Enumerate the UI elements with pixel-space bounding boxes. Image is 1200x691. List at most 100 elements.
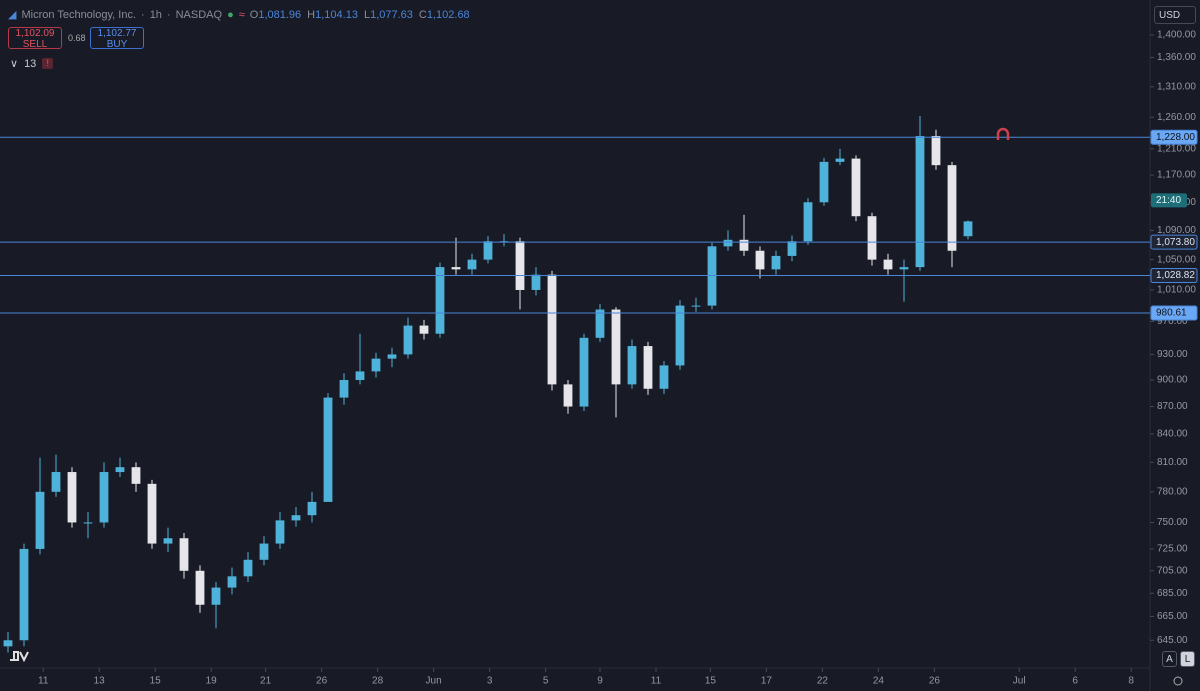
price-label: 1,228.00 (1156, 132, 1195, 143)
candle-body (531, 274, 541, 290)
candle-body (883, 259, 893, 270)
chevron: ∨ (10, 58, 19, 70)
y-tick-label: 685.00 (1157, 588, 1188, 599)
y-tick-label: 1,010.00 (1157, 285, 1196, 296)
x-tick-label: 11 (651, 676, 662, 687)
exchange: NASDAQ (175, 8, 223, 21)
logo (10, 651, 29, 663)
candle-body (691, 305, 701, 307)
candle-body (915, 136, 925, 268)
candle-body (771, 255, 781, 270)
candle-body (19, 548, 29, 641)
candle-body (595, 309, 605, 338)
candle-body (403, 325, 413, 355)
candle-body (563, 384, 573, 407)
candle-body (963, 221, 973, 237)
settings-icon[interactable] (1173, 676, 1183, 686)
plot-area (0, 0, 1150, 668)
x-tick-label: 26 (316, 676, 328, 687)
x-tick-label: 19 (206, 676, 218, 687)
candle-body (115, 467, 125, 473)
interval[interactable]: 1h (149, 8, 162, 21)
candle-body (275, 520, 285, 544)
sep: · (141, 8, 145, 21)
candle-body (851, 158, 861, 217)
symbol[interactable]: Micron Technology, Inc. (21, 8, 137, 21)
log-toggle[interactable]: L (1180, 651, 1195, 667)
price-label-box (1150, 268, 1198, 284)
ohlc-item: O1,081.96 (250, 9, 301, 21)
time-badge-box (1151, 193, 1187, 208)
candle-body (51, 472, 61, 492)
candle-body (355, 371, 365, 381)
x-tick-label: 22 (817, 676, 829, 687)
ohlc-key: O (249, 8, 259, 21)
x-tick-label: 6 (1072, 676, 1078, 687)
x-tick-label: 24 (873, 676, 885, 687)
candle-body (611, 309, 621, 385)
sell-price: 1,102.09 (15, 28, 55, 39)
ohlc-item: C1,102.68 (419, 9, 470, 21)
ohlc-key: H (307, 8, 316, 21)
x-tick-label: 13 (94, 676, 106, 687)
candle-body (259, 543, 269, 560)
y-tick-label: 1,260.00 (1157, 112, 1196, 123)
y-tick-label: 870.00 (1157, 401, 1188, 412)
ohlc-item: H1,104.13 (307, 9, 358, 21)
price-label: 1,073.80 (1156, 237, 1195, 248)
candle-body (867, 216, 877, 260)
x-tick-label: 8 (1128, 676, 1134, 687)
candle-body (67, 472, 77, 523)
candle-body (3, 640, 13, 647)
spread: 0.68 (68, 33, 86, 43)
y-tick-label: 930.00 (1157, 349, 1188, 360)
y-tick-label: 1,210.00 (1157, 143, 1196, 154)
y-tick-label: 645.00 (1157, 635, 1188, 646)
y-tick-label: 705.00 (1157, 565, 1188, 576)
candle-body (627, 346, 637, 385)
y-tick-label: 1,360.00 (1157, 52, 1196, 63)
x-tick-label: 11 (38, 676, 49, 687)
x-tick-label: 17 (761, 676, 773, 687)
time-badge: 21:40 (1156, 195, 1181, 206)
status-icon: ≈ (238, 8, 245, 21)
buy-label: BUY (106, 39, 128, 50)
sell-button[interactable]: 1,102.09 SELL (8, 27, 62, 50)
warning-icon: ! (42, 58, 54, 69)
y-tick-label: 840.00 (1157, 429, 1188, 440)
y-tick-label: 725.00 (1157, 544, 1188, 555)
x-tick-label: 15 (705, 676, 717, 687)
buy-price: 1,102.77 (97, 28, 137, 39)
candle-body (931, 136, 941, 166)
currency[interactable]: USD (1154, 6, 1196, 24)
candle-body (675, 305, 685, 366)
candle-body (211, 587, 221, 605)
candle-body (755, 250, 765, 270)
auto-toggle[interactable]: A (1162, 651, 1177, 667)
candle-body (195, 570, 205, 605)
y-tick-label: 970.00 (1157, 316, 1188, 327)
candle-body (899, 267, 909, 270)
candle-body (515, 241, 525, 290)
candle-body (227, 576, 237, 588)
candle-body (643, 346, 653, 389)
candle-body (371, 358, 381, 372)
magnet-icon[interactable] (996, 127, 1010, 140)
candle-body (787, 241, 797, 256)
candle-body (147, 483, 157, 544)
candle-body (947, 165, 957, 251)
x-tick-label: Jul (1013, 676, 1026, 687)
status-dot: ● (227, 8, 234, 21)
candle-body (323, 397, 333, 502)
sell-label: SELL (22, 39, 48, 50)
ohlc-value: 1,102.68 (426, 8, 470, 21)
candle-body (419, 325, 429, 334)
candle-body (835, 158, 845, 162)
candle-body (451, 267, 461, 270)
buy-button[interactable]: 1,102.77 BUY (90, 27, 144, 50)
x-tick-label: 15 (150, 676, 162, 687)
x-tick-label: 5 (543, 676, 549, 687)
indicators[interactable]: ∨ 13! (10, 57, 54, 70)
y-tick-label: 900.00 (1157, 375, 1188, 386)
